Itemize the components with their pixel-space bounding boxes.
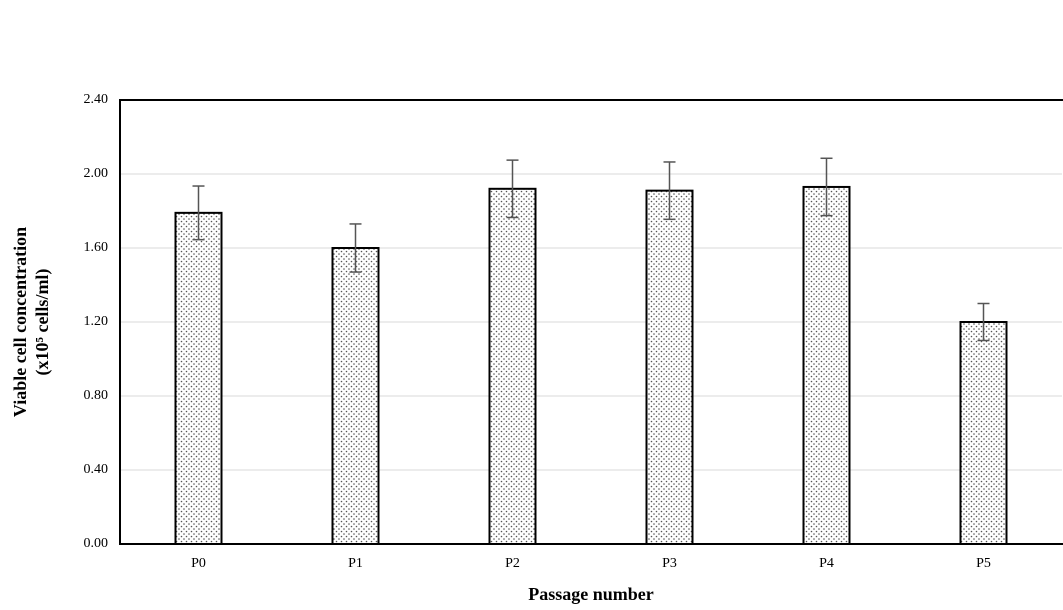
bar: [804, 187, 850, 544]
x-axis-title: Passage number: [528, 584, 654, 604]
x-tick-label: P2: [505, 556, 520, 571]
y-axis-title: Viable cell concentration: [10, 227, 30, 417]
y-tick-label: 2.00: [84, 166, 109, 181]
chart: Viable cell concentration (x10⁵ cells/ml…: [0, 0, 1063, 610]
x-tick-label: P0: [191, 556, 206, 571]
y-tick-label: 1.60: [84, 240, 109, 255]
y-tick-label: 0.80: [84, 388, 109, 403]
x-tick-label: P1: [348, 556, 363, 571]
y-tick-label: 0.40: [84, 462, 109, 477]
bar: [647, 191, 693, 544]
x-tick-label: P3: [662, 556, 677, 571]
bar: [176, 213, 222, 544]
y-tick-label: 1.20: [84, 314, 109, 329]
bar: [961, 322, 1007, 544]
y-axis-title: (x10⁵ cells/ml): [32, 269, 53, 376]
x-tick-label: P4: [819, 556, 834, 571]
bar: [333, 248, 379, 544]
y-tick-label: 0.00: [84, 536, 109, 551]
y-tick-label: 2.40: [84, 92, 109, 107]
bar: [490, 189, 536, 544]
x-tick-label: P5: [976, 556, 991, 571]
